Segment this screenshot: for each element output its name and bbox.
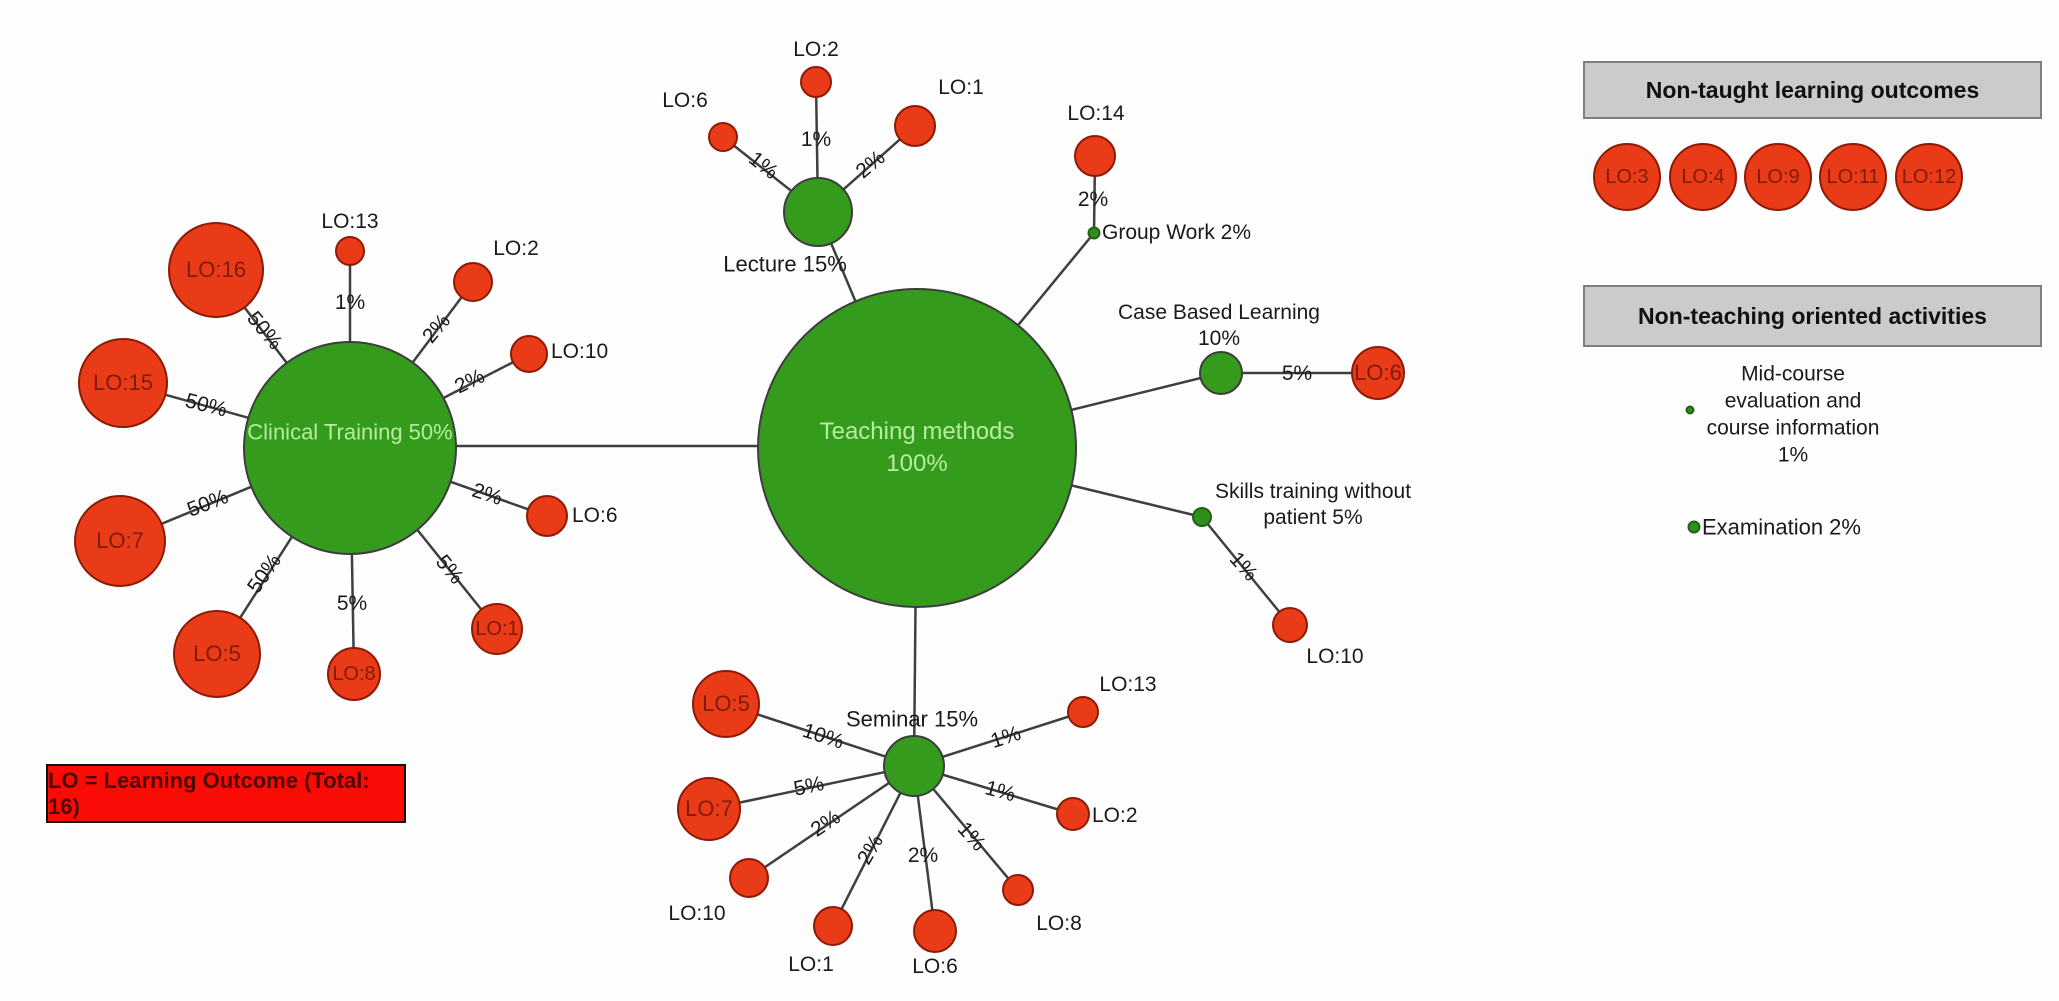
case-based-learning-node [1199,351,1243,395]
lo15-node-clinical: LO:15 [78,338,168,428]
lo1-node-clinical: LO:1 [471,603,523,655]
lo13-node-seminar [1067,696,1099,728]
seminar-label: Seminar 15% [845,706,979,732]
lo11-label: LO:11 [1826,165,1880,188]
case-based-learning-label-line1: Case Based Learning [1118,300,1320,324]
lo11-node-nontaught: LO:11 [1819,143,1887,211]
lo10-label-clinical: LO:10 [551,339,609,363]
lo5-node-seminar: LO:5 [692,670,760,738]
examination-label: Examination 2% [1702,514,1861,540]
lo1-node-lecture [894,105,936,147]
lo10-node-skills [1272,607,1308,643]
non-taught-header: Non-taught learning outcomes [1583,61,2042,119]
group-work-node [1087,226,1101,240]
lo5-label: LO:5 [193,641,241,666]
lo8-label: LO:8 [332,662,376,685]
teaching-methods-label-line2: 100% [886,450,948,477]
pct-groupwork-lo14: 2% [1077,187,1109,211]
mid-course-line2: evaluation and [1724,389,1862,413]
lecture-node [783,177,853,247]
skills-training-label: Skills training without patient 5% [1173,479,1453,532]
lo2-node-clinical [453,262,493,302]
mid-course-line4: 1% [1777,442,1809,466]
mid-course-line1: Mid-course [1741,362,1845,386]
clinical-training-node [243,341,457,555]
lo7-node-seminar: LO:7 [677,777,741,841]
seminar-node [883,735,945,797]
lo10-label-seminar: LO:10 [668,901,726,925]
skills-training-label-line1: Skills training without [1214,479,1412,503]
lo1-node-seminar [813,906,853,946]
pct-lecture-lo2: 1% [800,127,832,151]
non-taught-title: Non-taught learning outcomes [1645,76,1980,103]
lo6-node-seminar [913,909,957,953]
lo4-label: LO:4 [1681,165,1725,188]
examination-node [1687,520,1701,534]
lo2-node-lecture [800,66,832,98]
lo8-node-clinical: LO:8 [327,647,381,701]
lo12-label: LO:12 [1901,165,1957,188]
lo6-label-clinical: LO:6 [572,503,618,527]
lo2-label-seminar: LO:2 [1092,803,1138,827]
lo14-node-groupwork [1074,135,1116,177]
legend-box: LO = Learning Outcome (Total: 16) [46,764,406,823]
group-work-label: Group Work 2% [1102,220,1251,244]
lo9-node-nontaught: LO:9 [1744,143,1812,211]
lo6-label-seminar: LO:6 [912,954,958,978]
lo6-node-casebased: LO:6 [1351,346,1405,400]
lo6-label-casebased: LO:6 [1354,360,1402,385]
lo3-label: LO:3 [1605,165,1649,188]
lo6-node-clinical [526,495,568,537]
pct-casebased-lo6: 5% [1281,361,1313,385]
lo13-node-clinical [335,236,365,266]
lo7-label: LO:7 [96,528,144,553]
lo3-node-nontaught: LO:3 [1593,143,1661,211]
lo12-node-nontaught: LO:12 [1895,143,1963,211]
pct-clinical-lo13: 1% [334,290,366,314]
skills-training-node [1192,507,1212,527]
lo1-label: LO:1 [475,617,519,640]
case-based-learning-label: Case Based Learning 10% [1089,300,1349,353]
lo13-label-seminar: LO:13 [1099,672,1157,696]
case-based-learning-label-line2: 10% [1197,327,1241,350]
mid-course-evaluation-label: Mid-course evaluation and course informa… [1663,361,1923,469]
lo7-label-seminar: LO:7 [685,796,733,821]
lo15-label: LO:15 [93,370,153,395]
lo14-label-groupwork: LO:14 [1067,101,1125,125]
lo9-label: LO:9 [1756,165,1800,188]
mid-course-evaluation-node [1685,405,1695,415]
lo2-label-lecture: LO:2 [793,37,839,61]
lo6-node-lecture [708,122,738,152]
lecture-label: Lecture 15% [723,251,847,277]
lo7-node-clinical: LO:7 [74,495,166,587]
lo10-node-clinical [510,335,548,373]
teaching-methods-label-line1: Teaching methods [819,417,1015,445]
lo1-label-seminar: LO:1 [788,952,834,976]
lo1-label-lecture: LO:1 [938,75,984,99]
lo13-label-clinical: LO:13 [321,209,379,233]
lo6-label-lecture: LO:6 [662,88,708,112]
non-teaching-title: Non-teaching oriented activities [1638,302,1987,329]
lo5-label-seminar: LO:5 [702,691,750,716]
legend-label: LO = Learning Outcome (Total: 16) [48,767,370,819]
teaching-methods-label: Teaching methods 100% [820,416,1015,481]
lo2-label-clinical: LO:2 [493,236,539,260]
lo16-node-clinical: LO:16 [168,222,264,318]
mid-course-line3: course information [1706,416,1880,439]
non-teaching-header: Non-teaching oriented activities [1583,285,2042,347]
lo16-label: LO:16 [186,257,246,282]
lo2-node-seminar [1056,797,1090,831]
teaching-methods-node: Teaching methods 100% [757,288,1077,608]
lo8-label-seminar: LO:8 [1036,911,1082,935]
lo8-node-seminar [1002,874,1034,906]
skills-training-label-line2: patient 5% [1263,506,1363,529]
pct-seminar-lo6: 2% [907,843,939,867]
pct-clinical-lo8: 5% [336,591,368,615]
lo10-label-skills: LO:10 [1306,644,1364,668]
clinical-training-label: Clinical Training 50% [247,419,453,445]
lo10-node-seminar [729,858,769,898]
lo5-node-clinical: LO:5 [173,610,261,698]
lo4-node-nontaught: LO:4 [1669,143,1737,211]
